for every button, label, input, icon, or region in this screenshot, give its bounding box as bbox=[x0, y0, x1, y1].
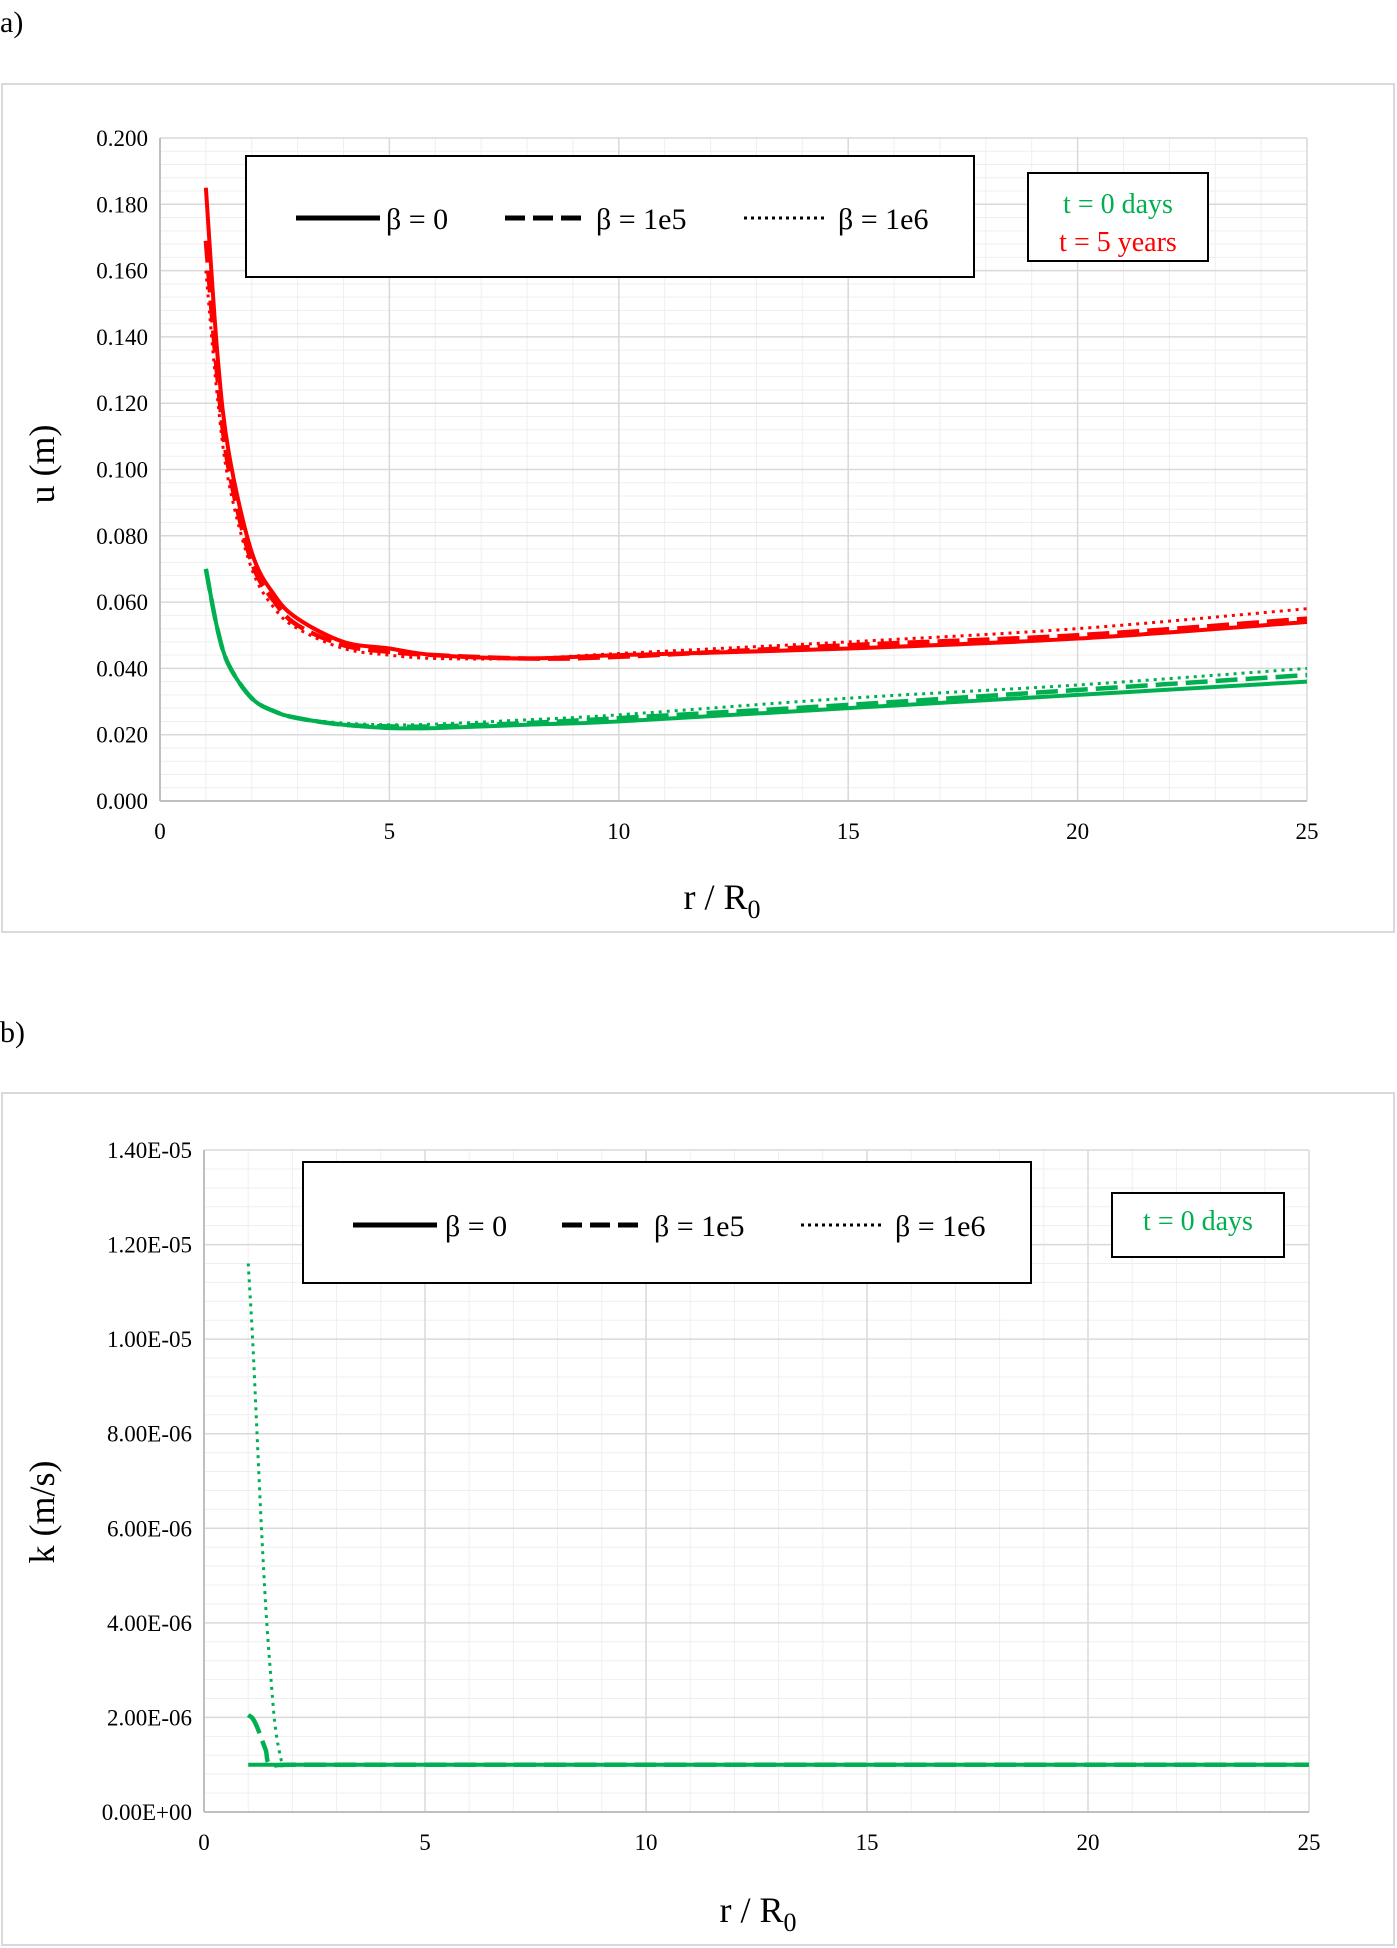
chart-b-plot: 0.00E+00 2.00E-06 4.00E-06 6.00E-06 8.00E-06… bbox=[102, 1138, 1321, 1855]
chart-a-time-label-1: t = 5 years bbox=[1059, 227, 1177, 258]
chart-b-time-box: t = 0 days bbox=[1111, 1192, 1285, 1258]
chart-a-x-tick-label: 25 bbox=[1296, 819, 1319, 844]
chart-b-legend-label-beta0: β = 0 bbox=[445, 1210, 507, 1243]
chart-a-y-tick-label: 0.120 bbox=[96, 391, 148, 416]
chart-a-x-tick-label: 15 bbox=[837, 819, 860, 844]
chart-a-y-tick-label: 0.000 bbox=[96, 789, 148, 814]
chart-a-series-red-dashed-line bbox=[203, 240, 1308, 661]
chart-a-y-tick-label: 0.140 bbox=[96, 325, 148, 350]
chart-a-y-tick-label: 0.180 bbox=[96, 192, 148, 217]
chart-b-y-tick-label: 1.00E-05 bbox=[107, 1327, 192, 1352]
chart-b-x-tick-label: 10 bbox=[635, 1830, 658, 1855]
chart-b-time-label-0: t = 0 days bbox=[1143, 1206, 1253, 1237]
chart-a-legend-label-beta1e5: β = 1e5 bbox=[596, 203, 687, 236]
chart-b-y-tick-label: 6.00E-06 bbox=[107, 1516, 192, 1541]
chart-a-y-tick-label: 0.060 bbox=[96, 590, 148, 615]
chart-b-legend-label-beta1e6: β = 1e6 bbox=[895, 1210, 986, 1243]
chart-b-x-axis-title-sub: 0 bbox=[784, 1908, 797, 1937]
chart-a-y-tick-label: 0.200 bbox=[96, 126, 148, 151]
chart-a-y-tick-label: 0.080 bbox=[96, 524, 148, 549]
chart-b-x-tick-label: 0 bbox=[198, 1830, 210, 1855]
chart-a-x-axis-title: r / R0 bbox=[683, 877, 760, 924]
chart-b-y-tick-label: 1.40E-05 bbox=[107, 1138, 192, 1163]
chart-b-y-tick-label: 0.00E+00 bbox=[102, 1800, 192, 1825]
chart-a-x-tick-label: 0 bbox=[154, 819, 166, 844]
chart-a-legend-label-beta1e6: β = 1e6 bbox=[838, 203, 929, 236]
chart-a-y-tick-label: 0.040 bbox=[96, 656, 148, 681]
chart-a-time-box: t = 0 days t = 5 years bbox=[1027, 172, 1209, 262]
chart-b-x-tick-label: 5 bbox=[419, 1830, 431, 1855]
chart-b-time-box-frame bbox=[1111, 1192, 1285, 1258]
chart-b-y-tick-label: 4.00E-06 bbox=[107, 1611, 192, 1636]
chart-a-y-axis-title: u (m) bbox=[22, 425, 62, 504]
panel-b-label: b) bbox=[0, 1016, 25, 1049]
chart-b-y-tick-label: 8.00E-06 bbox=[107, 1422, 192, 1447]
chart-b-legend-label-beta1e5: β = 1e5 bbox=[654, 1210, 745, 1243]
chart-b-legend: β = 0 β = 1e5 β = 1e6 bbox=[302, 1161, 1032, 1284]
chart-a-time-box-frame bbox=[1027, 172, 1209, 262]
chart-b-y-tick-label: 1.20E-05 bbox=[107, 1233, 192, 1258]
chart-a-legend: β = 0 β = 1e5 β = 1e6 bbox=[245, 155, 975, 278]
chart-b-series-green-dotted-line bbox=[246, 1263, 1309, 1768]
chart-a-series-red-solid-line bbox=[203, 187, 1308, 661]
chart-a-x-axis-title-sub: 0 bbox=[748, 895, 761, 924]
chart-a-y-tick-label: 0.100 bbox=[96, 458, 148, 483]
chart-b-y-tick-label: 2.00E-06 bbox=[107, 1705, 192, 1730]
chart-a-y-tick-label: 0.160 bbox=[96, 259, 148, 284]
chart-a-x-tick-label: 10 bbox=[607, 819, 630, 844]
chart-a-series-green-dotted-line bbox=[204, 568, 1308, 727]
chart-b-x-tick-label: 20 bbox=[1077, 1830, 1100, 1855]
chart-b-x-axis-title-main: r / R bbox=[719, 1890, 783, 1930]
chart-b-x-tick-label: 25 bbox=[1298, 1830, 1321, 1855]
chart-a-series-red-dotted-line bbox=[204, 270, 1308, 661]
chart-a-series-green-dashed-line bbox=[203, 568, 1308, 729]
chart-a-x-tick-label: 20 bbox=[1066, 819, 1089, 844]
chart-a-x-tick-label: 5 bbox=[384, 819, 396, 844]
chart-b-y-axis-title: k (m/s) bbox=[22, 1461, 62, 1564]
chart-b-x-tick-label: 15 bbox=[856, 1830, 879, 1855]
chart-a-legend-label-beta0: β = 0 bbox=[386, 203, 448, 236]
chart-a-x-axis-title-main: r / R bbox=[683, 877, 747, 917]
chart-b-x-axis-title: r / R0 bbox=[719, 1890, 796, 1937]
panel-a-label: a) bbox=[0, 6, 23, 39]
chart-a-time-label-0: t = 0 days bbox=[1063, 189, 1173, 220]
chart-a-y-tick-label: 0.020 bbox=[96, 723, 148, 748]
